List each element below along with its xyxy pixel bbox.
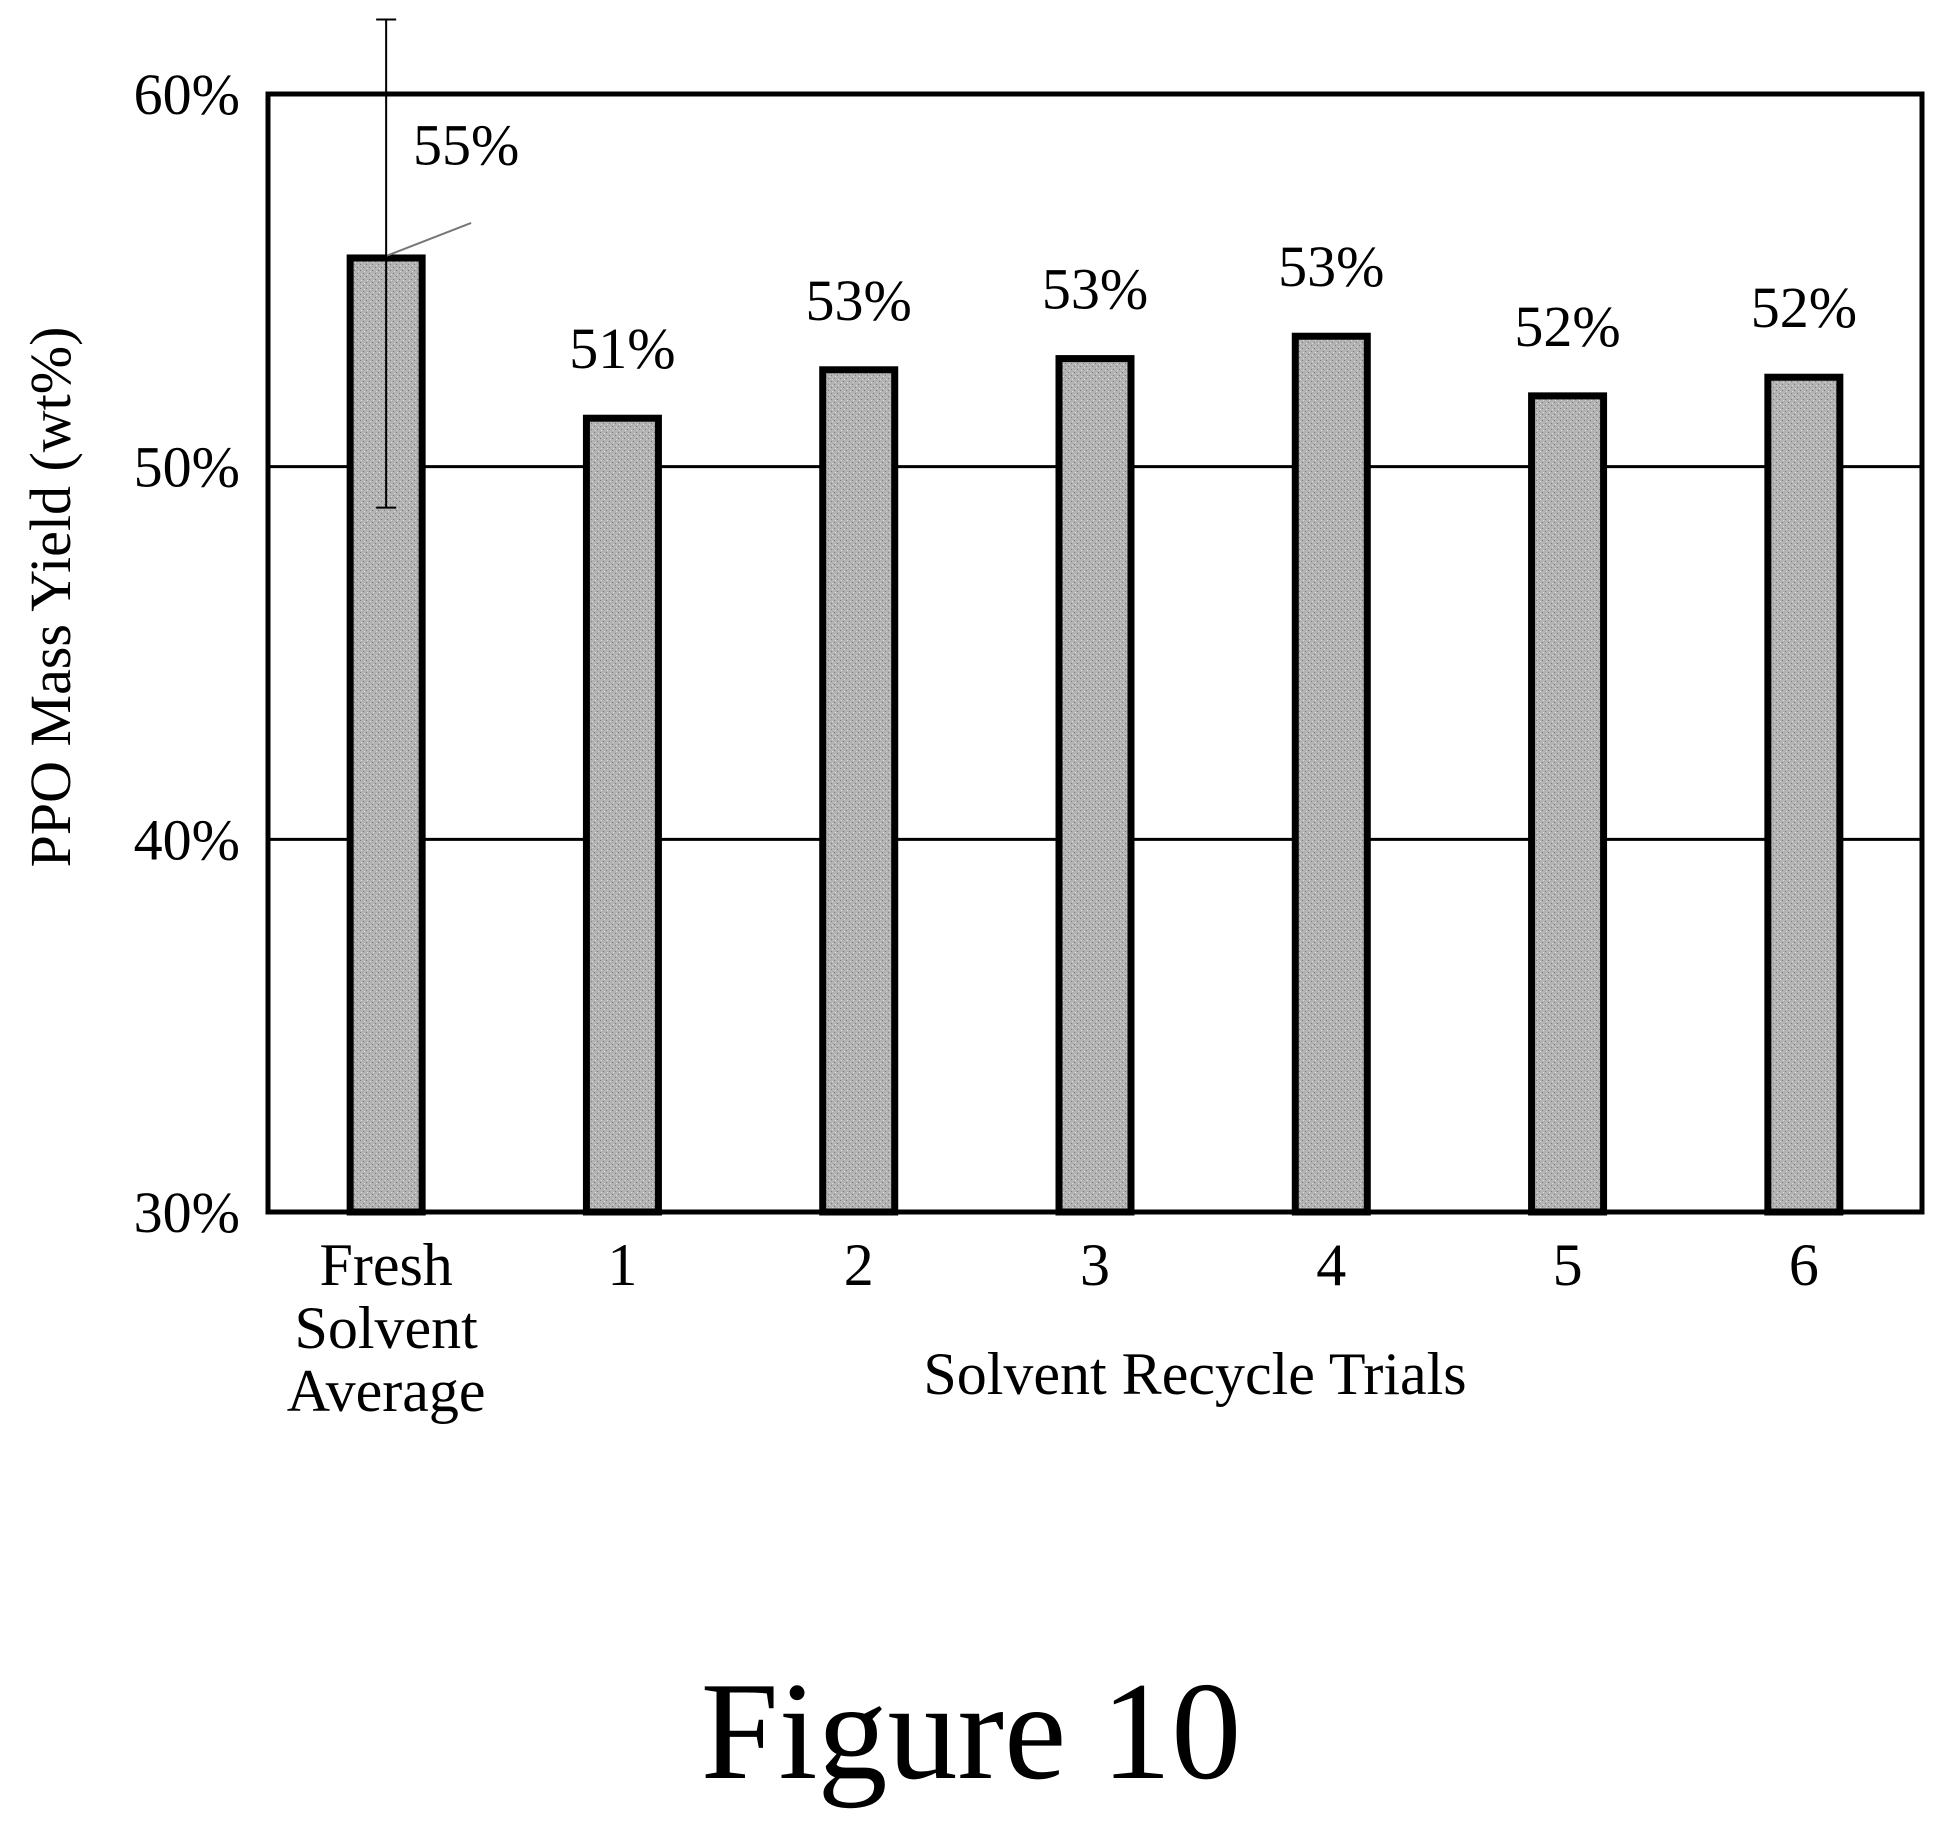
x-tick-labels: Fresh Solvent Average 1 2 3 4 5 6 [287,1232,1819,1424]
bar [1291,332,1371,1216]
error-bars [376,18,472,509]
bars [346,254,1844,1216]
x-tick-label-line: 1 [607,1232,637,1298]
x-tick-label: 5 [1553,1232,1583,1298]
data-label-leader-line [385,222,472,257]
bar [819,366,899,1216]
data-label: 52% [1514,294,1620,359]
x-tick-label: 1 [607,1232,637,1298]
bar [1528,392,1608,1216]
x-tick-label-line: Fresh [319,1232,452,1298]
x-tick-label-line: 4 [1316,1232,1346,1298]
y-tick-label: 40% [134,807,240,872]
data-label: 53% [806,268,912,333]
x-tick-label-line: Average [287,1358,486,1424]
x-tick-label-line: 2 [844,1232,874,1298]
x-tick-label: 2 [844,1232,874,1298]
bar [1055,355,1135,1216]
y-tick-label: 50% [134,435,240,500]
bar [582,414,662,1216]
data-label: 52% [1751,275,1857,340]
x-tick-label-line: 3 [1080,1232,1110,1298]
data-label: 53% [1042,257,1148,322]
bar [1764,373,1844,1216]
y-tick-label: 30% [134,1180,240,1245]
figure-caption: Figure 10 [701,1654,1242,1809]
x-tick-label-line: 6 [1789,1232,1819,1298]
x-axis-title: Solvent Recycle Trials [923,1341,1466,1407]
x-tick-label: 3 [1080,1232,1110,1298]
y-axis-title: PPO Mass Yield (wt%) [18,327,83,868]
y-tick-label: 60% [134,62,240,127]
data-labels: 55% 51% 53% 53% 53% 52% 52% [413,112,1857,381]
x-tick-label: Fresh Solvent Average [287,1232,486,1424]
plot-area-frame [265,91,1925,1215]
x-tick-label-line: Solvent [294,1295,478,1361]
y-tick-labels: 30% 40% 50% 60% [134,62,240,1245]
data-label: 53% [1278,234,1384,299]
data-label: 55% [413,112,519,177]
x-tick-label: 4 [1316,1232,1346,1298]
x-tick-label-line: 5 [1553,1232,1583,1298]
data-label: 51% [569,316,675,381]
x-tick-label: 6 [1789,1232,1819,1298]
